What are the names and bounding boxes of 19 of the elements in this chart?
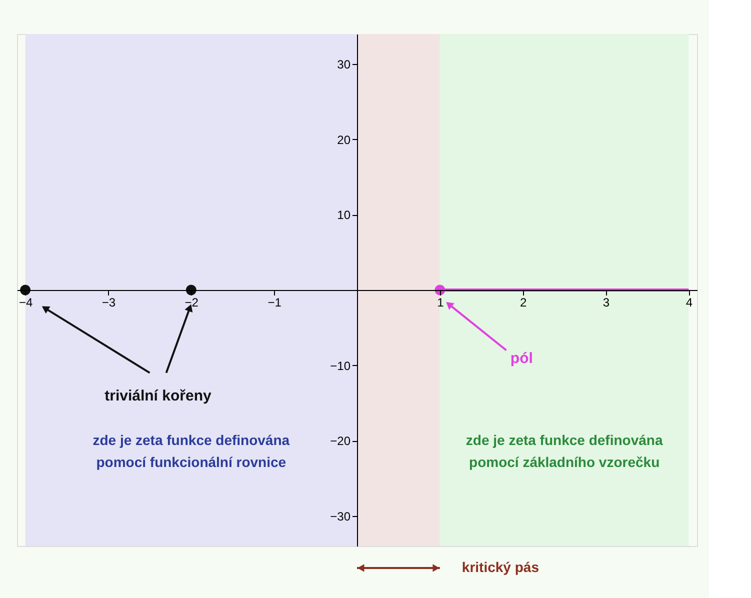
x-tick-label: −2: [184, 296, 199, 310]
annotation: triviální kořeny: [104, 387, 212, 404]
x-tick-label: 1: [437, 296, 444, 310]
y-tick-label: −20: [330, 434, 351, 448]
x-tick-label: 3: [602, 296, 610, 310]
y-tick-label: −10: [330, 358, 351, 373]
y-tick-label: −30: [330, 509, 351, 524]
band-label: zde je zeta funkce definována pomocí funkcionální rovnice: [92, 432, 290, 470]
band-label: kritický pás: [462, 559, 540, 575]
x-tick-label: −3: [102, 296, 116, 310]
y-tick-label: 30: [337, 58, 351, 72]
x-tick-label: 2: [520, 296, 528, 310]
y-tick-label: 20: [337, 132, 351, 147]
annotation: pól: [510, 350, 533, 367]
band-label: zde je zeta funkce definována pomocí základního vzorečku: [466, 432, 663, 470]
x-tick-label: −1: [268, 296, 282, 310]
x-tick-label: −4: [18, 296, 33, 310]
y-tick-label: 10: [337, 208, 351, 222]
x-tick-label: 4: [686, 296, 693, 310]
